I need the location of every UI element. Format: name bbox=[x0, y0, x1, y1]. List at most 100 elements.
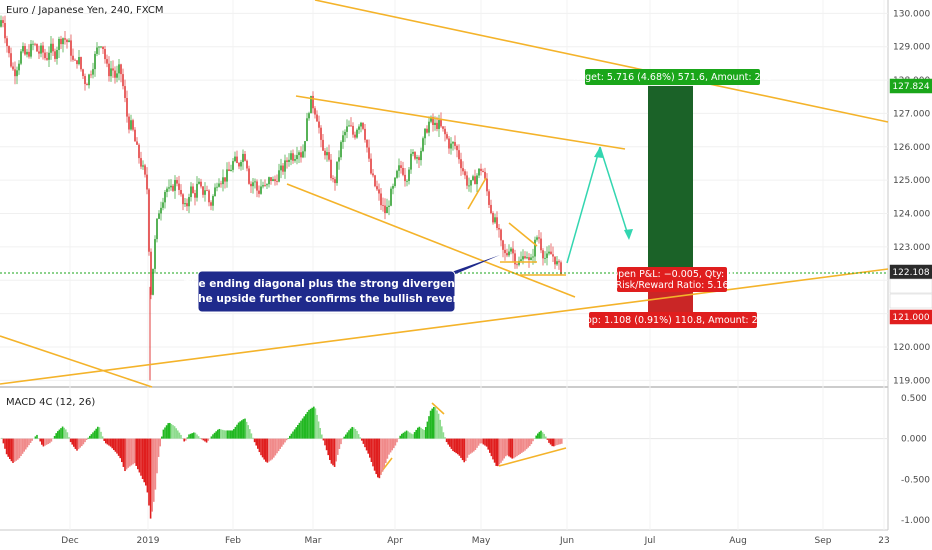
macd-bar bbox=[55, 433, 57, 439]
candle-body bbox=[246, 160, 248, 169]
macd-bar bbox=[372, 438, 374, 467]
candle-body bbox=[496, 217, 498, 228]
macd-bar bbox=[117, 438, 120, 456]
candle-body bbox=[342, 135, 344, 143]
candle-body bbox=[538, 237, 540, 239]
macd-bar bbox=[282, 438, 285, 445]
candle-body bbox=[40, 45, 42, 54]
macd-bar bbox=[191, 433, 193, 439]
macd-bar bbox=[543, 433, 545, 439]
time-tick-label: Jun bbox=[559, 536, 574, 546]
macd-bar bbox=[538, 431, 541, 439]
macd-bar bbox=[487, 438, 489, 450]
candle-body bbox=[52, 43, 54, 52]
candle-body bbox=[430, 116, 432, 122]
upper-channel-line bbox=[314, 0, 889, 123]
macd-bar bbox=[426, 421, 429, 439]
macd-bar bbox=[124, 438, 126, 472]
macd-bar bbox=[348, 430, 350, 439]
macd-bar bbox=[44, 438, 46, 446]
candle-body bbox=[540, 238, 542, 251]
candle-body bbox=[408, 169, 410, 181]
macd-bar bbox=[103, 438, 105, 441]
candle-body bbox=[240, 161, 242, 167]
candle-body bbox=[378, 189, 380, 194]
macd-bar bbox=[359, 437, 361, 439]
macd-bar bbox=[234, 426, 237, 439]
macd-bar bbox=[60, 428, 62, 439]
macd-histogram bbox=[1, 406, 563, 519]
macd-bar bbox=[268, 438, 270, 462]
macd-bar bbox=[298, 422, 301, 439]
macd-bar bbox=[473, 438, 475, 452]
candle-body bbox=[96, 47, 98, 54]
candle-body bbox=[486, 178, 488, 192]
candle-body bbox=[546, 253, 548, 258]
candle-body bbox=[480, 168, 482, 171]
macd-bar bbox=[293, 429, 296, 439]
macd-bar bbox=[39, 438, 41, 442]
macd-bar bbox=[357, 434, 360, 439]
macd-bar bbox=[333, 438, 336, 467]
candle-body bbox=[314, 108, 316, 115]
macd-bar bbox=[49, 438, 51, 444]
macd-bar bbox=[511, 438, 513, 459]
macd-bar bbox=[447, 438, 449, 445]
candle-body bbox=[550, 251, 552, 255]
candle-body bbox=[202, 186, 204, 195]
candle-body bbox=[102, 46, 104, 49]
candle-body bbox=[148, 189, 150, 252]
macd-bar bbox=[271, 438, 273, 460]
macd-bar bbox=[177, 430, 179, 439]
candle-body bbox=[312, 95, 314, 109]
candle-body bbox=[328, 152, 330, 160]
candle-body bbox=[446, 134, 448, 139]
candle-body bbox=[22, 46, 24, 52]
candle-body bbox=[386, 206, 388, 214]
time-tick-label: Jul bbox=[644, 536, 656, 546]
candle-body bbox=[542, 250, 544, 259]
candle-body bbox=[384, 205, 386, 214]
macd-bar bbox=[501, 438, 504, 461]
macd-bar bbox=[47, 438, 49, 445]
candle-body bbox=[356, 129, 358, 138]
candle-body bbox=[520, 259, 522, 261]
macd-bar bbox=[114, 438, 117, 452]
time-tick-label: 23 bbox=[878, 536, 889, 546]
candle-body bbox=[132, 120, 134, 130]
candle-body bbox=[298, 152, 300, 156]
candle-body bbox=[466, 175, 468, 186]
macd-bar bbox=[127, 438, 129, 468]
macd-bar bbox=[380, 438, 382, 475]
candle-body bbox=[436, 122, 438, 129]
candle-body bbox=[498, 227, 500, 230]
macd-bar bbox=[506, 438, 509, 456]
time-tick-label: Mar bbox=[305, 536, 322, 546]
risk-reward-label: Risk/Reward Ratio: 5.16 bbox=[615, 280, 728, 291]
candle-body bbox=[242, 153, 244, 162]
candle-body bbox=[118, 64, 120, 74]
candle-body bbox=[210, 202, 212, 206]
candle-body bbox=[376, 186, 378, 190]
macd-bar bbox=[281, 438, 283, 447]
candle-body bbox=[444, 128, 446, 135]
open-pnl-label: Open P&L: −0.005, Qty: 0 bbox=[611, 269, 734, 280]
macd-bar bbox=[324, 438, 326, 446]
macd-tick-label: 0.500 bbox=[901, 394, 927, 404]
candle-body bbox=[464, 171, 466, 176]
macd-bar bbox=[463, 438, 465, 463]
candle-body bbox=[198, 181, 200, 184]
candle-body bbox=[304, 141, 306, 152]
macd-bar bbox=[249, 429, 251, 439]
macd-bar bbox=[146, 438, 149, 493]
candle-body bbox=[276, 181, 278, 182]
candle-body bbox=[94, 53, 96, 70]
candle-body bbox=[108, 63, 110, 77]
candle-body bbox=[472, 176, 474, 181]
macd-bar bbox=[436, 410, 438, 439]
macd-bar bbox=[167, 423, 169, 439]
candle-body bbox=[68, 40, 70, 43]
candle-body bbox=[80, 57, 82, 70]
macd-bar bbox=[353, 427, 355, 439]
macd-bar bbox=[548, 438, 550, 443]
